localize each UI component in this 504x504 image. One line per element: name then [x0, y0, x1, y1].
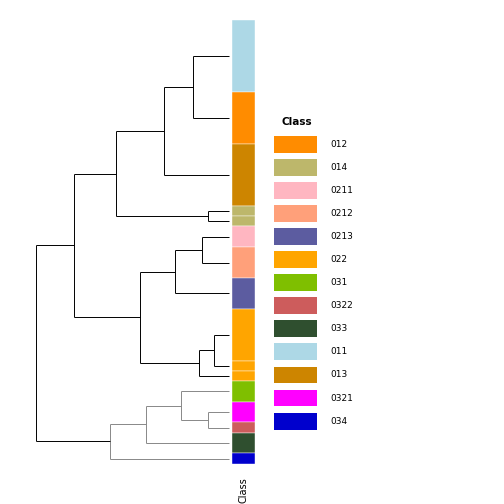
- Bar: [274, 390, 317, 406]
- Text: Class: Class: [281, 116, 311, 127]
- Bar: [232, 360, 255, 371]
- Text: 012: 012: [331, 140, 348, 149]
- Bar: [274, 344, 317, 360]
- Text: 0213: 0213: [331, 232, 354, 241]
- Bar: [274, 136, 317, 153]
- Text: 0322: 0322: [331, 301, 353, 310]
- Bar: [232, 144, 255, 206]
- Bar: [274, 321, 317, 337]
- Bar: [232, 381, 255, 402]
- Text: 011: 011: [331, 347, 348, 356]
- Text: 0211: 0211: [331, 186, 354, 195]
- Bar: [232, 226, 255, 247]
- Bar: [232, 422, 255, 433]
- Bar: [232, 206, 255, 216]
- Bar: [274, 366, 317, 384]
- Bar: [274, 297, 317, 314]
- Bar: [232, 454, 255, 464]
- Text: 034: 034: [331, 417, 348, 425]
- Text: 0321: 0321: [331, 394, 354, 403]
- Text: Class: Class: [238, 477, 248, 502]
- Bar: [274, 205, 317, 222]
- Bar: [232, 371, 255, 381]
- Bar: [232, 247, 255, 278]
- Bar: [232, 278, 255, 309]
- Text: 014: 014: [331, 163, 348, 172]
- Bar: [232, 309, 255, 360]
- Text: 013: 013: [331, 370, 348, 380]
- Text: 031: 031: [331, 278, 348, 287]
- Bar: [232, 92, 255, 144]
- Bar: [274, 274, 317, 291]
- Bar: [232, 433, 255, 454]
- Bar: [232, 216, 255, 226]
- Bar: [274, 228, 317, 245]
- Bar: [232, 402, 255, 422]
- Bar: [274, 413, 317, 429]
- Bar: [274, 159, 317, 176]
- Text: 033: 033: [331, 325, 348, 333]
- Bar: [232, 20, 255, 92]
- Bar: [274, 251, 317, 268]
- Bar: [274, 182, 317, 199]
- Text: 0212: 0212: [331, 209, 353, 218]
- Text: 022: 022: [331, 255, 348, 264]
